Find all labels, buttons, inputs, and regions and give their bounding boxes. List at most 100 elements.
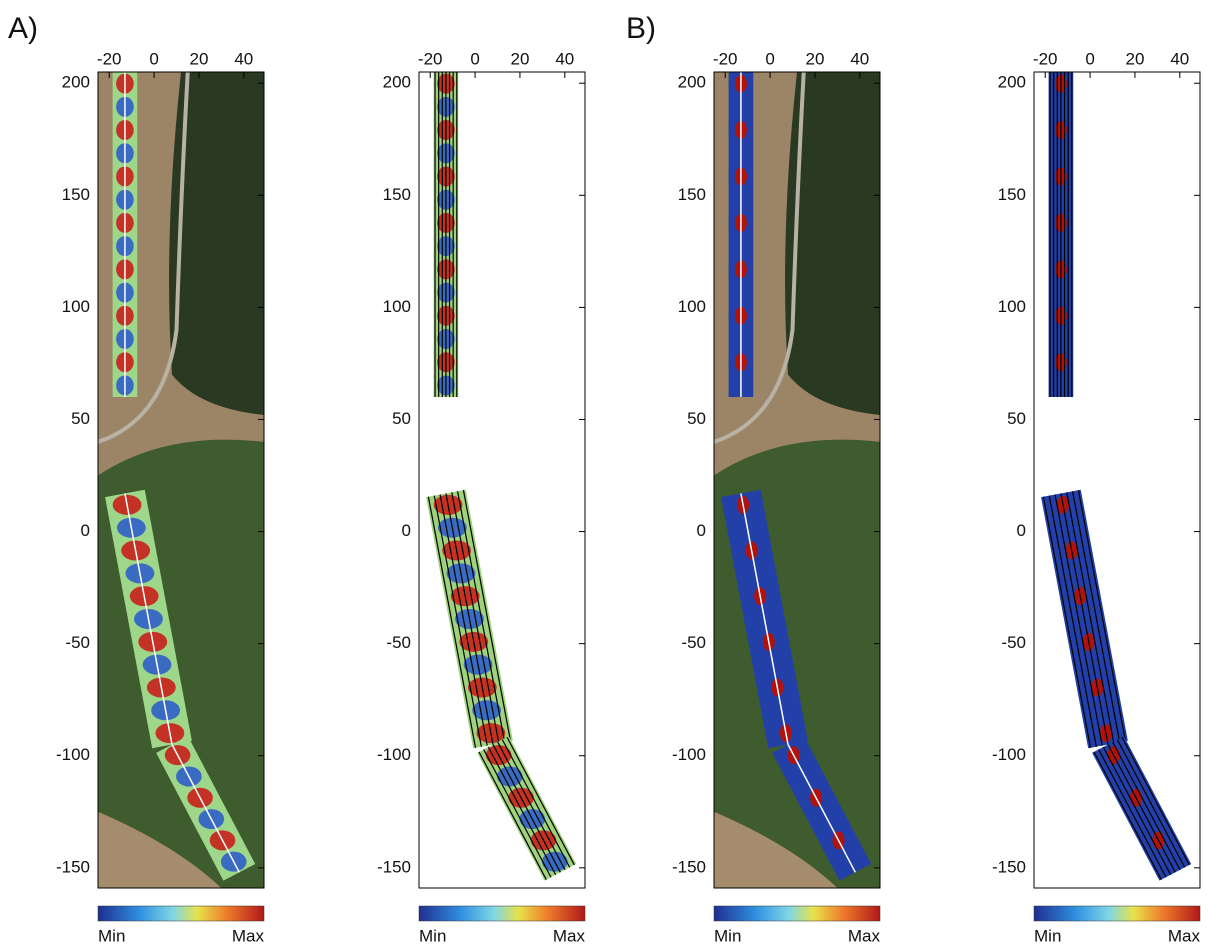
x-tick-label: -20 — [418, 49, 443, 68]
colorbar — [418, 905, 586, 922]
y-tick-label: 100 — [678, 297, 706, 316]
y-tick-label: 0 — [81, 521, 90, 540]
y-tick-label: -150 — [672, 857, 706, 876]
track-line — [1048, 495, 1097, 747]
x-tick-label: 40 — [1170, 49, 1189, 68]
road — [714, 72, 806, 444]
y-tick-label: -50 — [681, 633, 706, 652]
road — [98, 72, 190, 444]
axes-frame — [97, 71, 265, 889]
colorbar — [97, 905, 265, 922]
x-tick-label: 0 — [149, 49, 158, 68]
plot-area — [1041, 72, 1192, 881]
y-tick-label: -50 — [1001, 633, 1026, 652]
track-line — [1102, 746, 1172, 876]
track-line — [478, 751, 547, 880]
track-line — [1116, 739, 1186, 868]
y-tick-label: 0 — [697, 521, 706, 540]
x-tick-label: 40 — [850, 49, 869, 68]
track-line — [1093, 751, 1162, 880]
y-tick-label: 50 — [392, 409, 411, 428]
track-line — [506, 736, 575, 866]
colorbar-min: Min — [419, 926, 446, 945]
y-tick-label: -150 — [992, 857, 1026, 876]
y-tick-label: -100 — [992, 745, 1026, 764]
y-tick-label: 0 — [402, 521, 411, 540]
y-tick-label: -50 — [386, 633, 411, 652]
track-line — [787, 744, 856, 873]
y-tick-label: 0 — [1017, 521, 1026, 540]
y-tick-label: 150 — [678, 185, 706, 204]
plot-area — [714, 72, 880, 888]
track-line — [445, 493, 494, 745]
y-tick-label: 100 — [383, 297, 411, 316]
y-tick-label: 200 — [62, 73, 90, 92]
track-line — [1121, 736, 1190, 866]
trees — [785, 72, 880, 415]
y-tick-label: 50 — [1007, 409, 1026, 428]
y-tick-label: 50 — [687, 409, 706, 428]
track-line — [1060, 493, 1109, 745]
field-lower — [714, 811, 838, 888]
y-tick-label: 200 — [383, 73, 411, 92]
colorbar-max: Max — [553, 926, 586, 945]
track-line — [451, 492, 500, 744]
y-tick-label: 100 — [998, 297, 1026, 316]
track-line — [501, 739, 571, 868]
track-line — [1072, 491, 1121, 743]
colorbar-min: Min — [714, 926, 741, 945]
x-tick-label: 0 — [765, 49, 774, 68]
y-tick-label: 150 — [62, 185, 90, 204]
track-line — [171, 744, 240, 873]
panel-label: A) — [8, 12, 38, 45]
y-tick-label: -50 — [65, 633, 90, 652]
track-line — [1054, 494, 1103, 746]
axes-frame — [713, 71, 881, 889]
colorbar-max: Max — [232, 926, 265, 945]
track-line — [1112, 741, 1181, 871]
track-line — [740, 493, 789, 745]
field-lower — [98, 811, 222, 888]
track-line — [1107, 744, 1176, 873]
y-tick-label: 100 — [62, 297, 90, 316]
track-line — [124, 493, 173, 745]
colorbar-min: Min — [98, 926, 125, 945]
plot-area — [98, 72, 264, 888]
x-tick-label: -20 — [1033, 49, 1058, 68]
track-line — [427, 496, 477, 748]
track-line — [1077, 490, 1127, 742]
x-tick-label: -20 — [97, 49, 122, 68]
x-tick-label: 20 — [805, 49, 824, 68]
track-line — [497, 741, 566, 871]
y-tick-label: 150 — [383, 185, 411, 204]
y-tick-label: -150 — [377, 857, 411, 876]
x-tick-label: 40 — [234, 49, 253, 68]
x-tick-label: 20 — [189, 49, 208, 68]
track-line — [487, 746, 557, 876]
track-line — [1066, 492, 1115, 744]
trees — [169, 72, 264, 415]
colorbar-max: Max — [848, 926, 881, 945]
x-tick-label: 20 — [1125, 49, 1144, 68]
track-line — [483, 749, 552, 878]
y-tick-label: -150 — [56, 857, 90, 876]
y-tick-label: -100 — [377, 745, 411, 764]
x-tick-label: -20 — [713, 49, 738, 68]
x-tick-label: 20 — [510, 49, 529, 68]
track-line — [1098, 749, 1167, 878]
track-line — [439, 494, 488, 746]
track-line — [433, 495, 482, 747]
track-line — [492, 744, 561, 873]
plot-area — [426, 72, 577, 881]
axes-frame — [1033, 71, 1201, 889]
track-line — [1042, 496, 1092, 748]
y-tick-label: -100 — [56, 745, 90, 764]
y-tick-label: 150 — [998, 185, 1026, 204]
colorbar — [1033, 905, 1201, 922]
track-line — [462, 490, 512, 742]
y-tick-label: 200 — [998, 73, 1026, 92]
x-tick-label: 0 — [470, 49, 479, 68]
track-line — [457, 491, 506, 743]
x-tick-label: 40 — [555, 49, 574, 68]
